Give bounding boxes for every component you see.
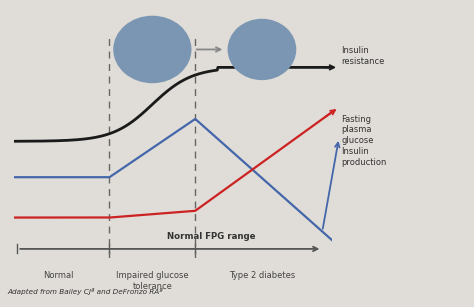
Text: Type 2 diabetes: Type 2 diabetes bbox=[229, 271, 295, 280]
Text: Adapted from Bailey CJª and DeFronzo RAª: Adapted from Bailey CJª and DeFronzo RAª bbox=[7, 288, 163, 295]
Text: Beta cell
compensation: Beta cell compensation bbox=[115, 39, 190, 60]
Text: Impaired glucose
tolerance: Impaired glucose tolerance bbox=[116, 271, 189, 291]
Text: Normal: Normal bbox=[44, 271, 74, 280]
Text: Beta cell
failure: Beta cell failure bbox=[239, 39, 285, 60]
Text: Insulin
resistance: Insulin resistance bbox=[341, 46, 385, 66]
Text: Normal FPG range: Normal FPG range bbox=[167, 232, 255, 241]
Text: Fasting
plasma
glucose: Fasting plasma glucose bbox=[341, 115, 374, 145]
Text: Insulin
production: Insulin production bbox=[341, 147, 387, 167]
